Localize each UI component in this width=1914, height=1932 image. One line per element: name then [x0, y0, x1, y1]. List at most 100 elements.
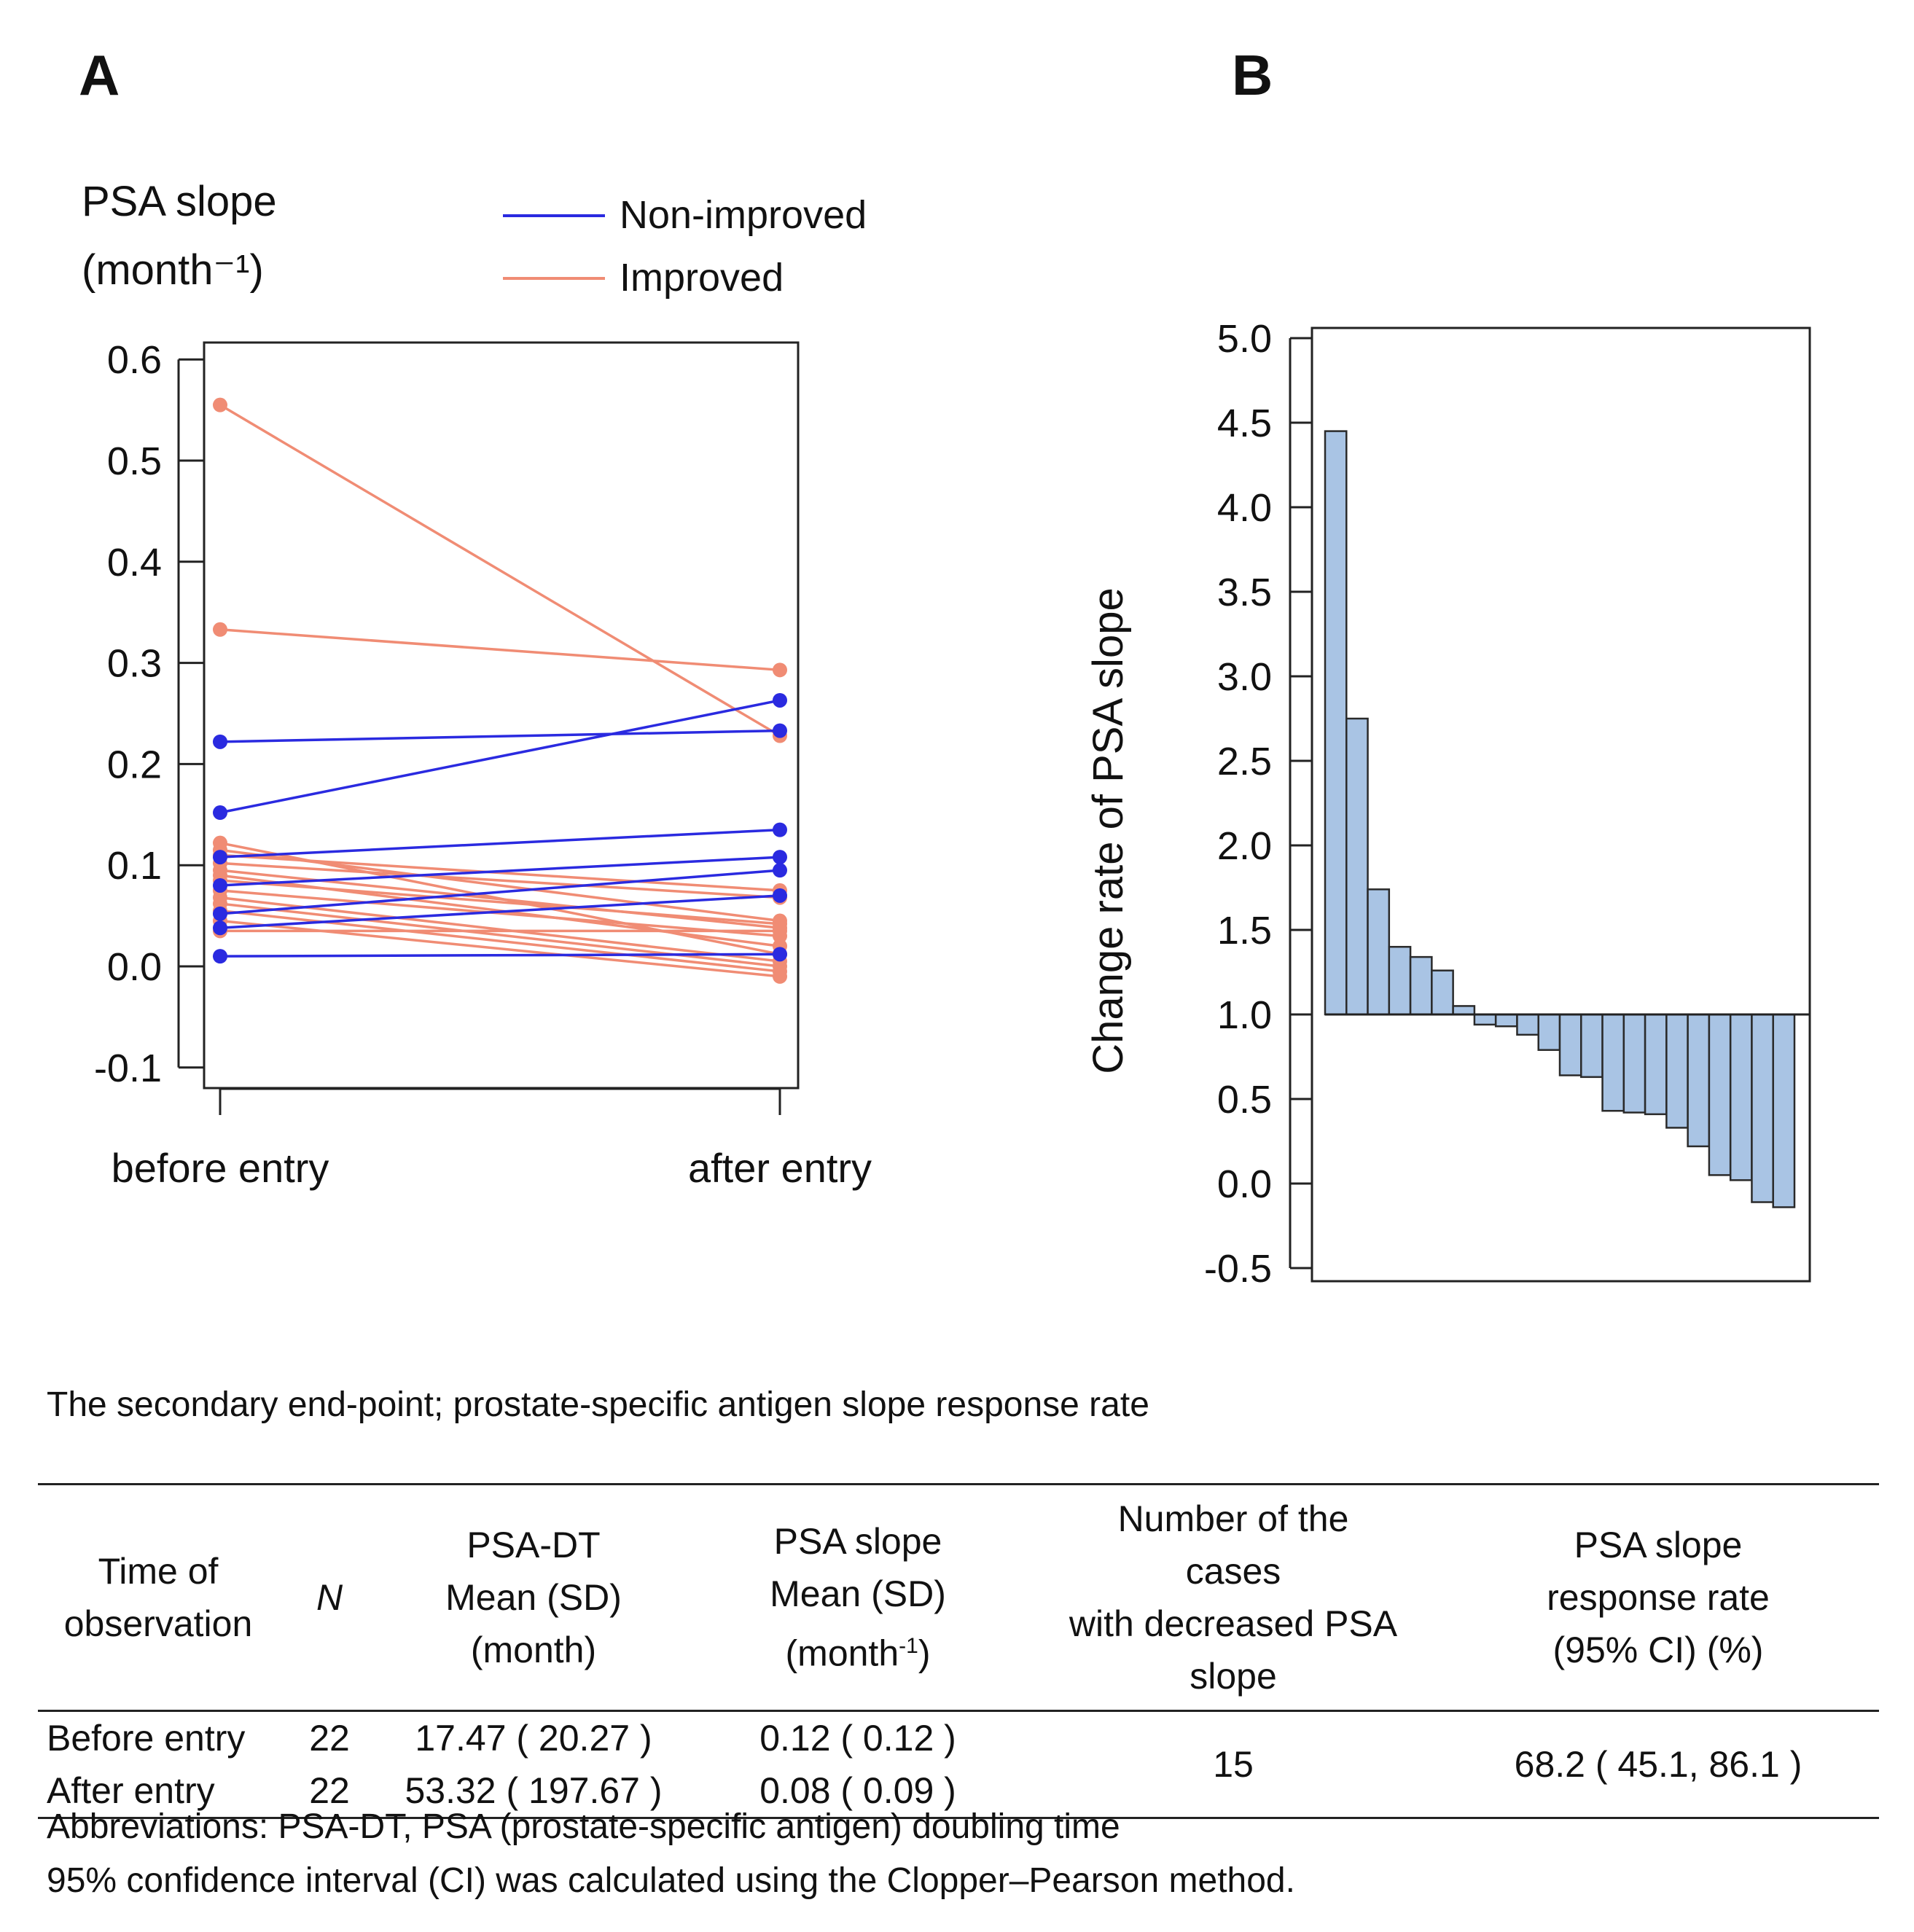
series-non-improved [213, 947, 787, 964]
bar [1622, 1013, 1647, 1114]
decreased-cases-value: 15 [1213, 1744, 1254, 1785]
panel-a-label: A [79, 43, 120, 107]
y-tick-label: 0.5 [1217, 1078, 1272, 1122]
data-point [773, 923, 787, 939]
response-rate-value: 68.2 ( 45.1, 86.1 ) [1514, 1744, 1802, 1785]
footnotes: Abbreviations: PSA-DT, PSA (prostate-spe… [47, 1800, 1295, 1908]
series-non-improved [213, 863, 787, 921]
y-tick-label: -0.1 [94, 1047, 162, 1090]
y-tick-label: 2.0 [1217, 824, 1272, 868]
data-point [213, 397, 227, 412]
legend-label-1: Improved [620, 256, 784, 300]
data-point [213, 850, 227, 865]
series-line [219, 729, 781, 743]
header-time: Time of observation [63, 1551, 253, 1644]
y-tick-label: 0.2 [107, 743, 162, 786]
y-tick-label: 0.3 [107, 642, 162, 686]
series-line [219, 404, 781, 738]
data-point [773, 863, 787, 878]
x-tick-label: before entry [112, 1145, 329, 1191]
table-row: Before entry 22 17.47 ( 20.27 ) 0.12 ( 0… [38, 1711, 1879, 1785]
y-tick-label: 1.5 [1217, 909, 1272, 953]
y-tick-label: -0.5 [1204, 1247, 1272, 1291]
series-non-improved [213, 723, 787, 749]
chart-b: Change rate of PSA slope 5.0 4.5 4.0 3.5 3.0 2… [1085, 317, 1811, 1291]
bar [1431, 969, 1454, 1016]
y-tick-label: 5.0 [1217, 317, 1272, 361]
y-tick-label: 4.0 [1217, 486, 1272, 530]
y-tick-label: 0.0 [107, 945, 162, 989]
row-psa-dt: 17.47 ( 20.27 ) [415, 1718, 652, 1759]
bar [1516, 1013, 1539, 1036]
data-point [773, 947, 787, 962]
chart-a: PSA slope (month⁻¹) Non-improved Improved 0.… [82, 178, 872, 1191]
y-tick-label: 0.4 [107, 541, 162, 584]
table-row: After entry 22 53.32 ( 197.67 ) 0.08 ( 0… [38, 1764, 1879, 1818]
table-title: The secondary end-point; prostate-specif… [47, 1385, 1149, 1424]
x-tick-label: after entry [688, 1145, 872, 1191]
row-time: After entry [47, 1770, 215, 1811]
y-axis-label: Change rate of PSA slope [1085, 587, 1132, 1073]
data-point [213, 622, 227, 637]
data-point [773, 969, 787, 984]
y-tick-label: 0.0 [1217, 1162, 1272, 1206]
series-line [219, 699, 781, 814]
bar [1537, 1013, 1561, 1051]
series-line [219, 879, 781, 926]
bar [1687, 1013, 1711, 1148]
bar [1388, 945, 1412, 1016]
ci-method-note: 95% confidence interval (CI) was calcula… [47, 1861, 1295, 1900]
series-line [219, 869, 781, 915]
series-line [219, 889, 781, 938]
data-point [773, 723, 787, 738]
header-response-rate: PSA slope response rate (95% CI) (%) [1547, 1525, 1770, 1670]
y-axis-label-line1: PSA slope [82, 178, 277, 225]
data-point [773, 822, 787, 837]
bar [1452, 1005, 1476, 1016]
series-line [219, 853, 781, 892]
data-point [213, 877, 227, 893]
bar [1708, 1013, 1732, 1176]
data-point [213, 949, 227, 964]
series-line [219, 828, 781, 859]
y-tick-label: 0.1 [107, 844, 162, 888]
y-tick-label: 1.0 [1217, 993, 1272, 1037]
header-decreased-cases: Number of the cases with decreased PSA slop… [1069, 1498, 1398, 1697]
y-axis-label-line2: (month⁻¹) [82, 246, 264, 294]
bar [1367, 888, 1391, 1016]
bar [1494, 1013, 1518, 1028]
series-line [219, 856, 781, 887]
series-line [219, 628, 781, 672]
bar [1409, 955, 1433, 1016]
table-header-row: Time of observation N PSA-DT Mean (SD) (mon… [38, 1485, 1879, 1711]
bar [1665, 1013, 1689, 1129]
bar [1558, 1013, 1582, 1076]
series-line [219, 902, 781, 968]
row-time: Before entry [47, 1718, 246, 1759]
y-tick-label: 0.6 [107, 338, 162, 382]
abbreviations-note: Abbreviations: PSA-DT, PSA (prostate-spe… [47, 1807, 1120, 1846]
series-improved [213, 622, 787, 678]
y-tick-label: 4.5 [1217, 402, 1272, 445]
series-non-improved [213, 692, 787, 821]
bar [1345, 717, 1369, 1016]
panel-b-label: B [1232, 43, 1273, 107]
series-line [219, 909, 781, 973]
header-n: N [316, 1577, 343, 1618]
header-psa-slope: PSA slope Mean (SD) (month-1) [770, 1521, 946, 1674]
row-psa-slope: 0.12 ( 0.12 ) [759, 1718, 956, 1759]
bar [1751, 1013, 1774, 1203]
results-table: Time of observation N PSA-DT Mean (SD) (mon… [38, 1483, 1879, 1819]
bar [1473, 1013, 1497, 1026]
series-non-improved [213, 822, 787, 865]
y-tick-label: 3.0 [1217, 655, 1272, 699]
bar [1601, 1013, 1625, 1112]
series-non-improved [213, 888, 787, 936]
series-non-improved [213, 850, 787, 893]
series-line [219, 894, 781, 930]
header-psa-dt: PSA-DT Mean (SD) (month) [445, 1525, 622, 1670]
legend-label-0: Non-improved [620, 193, 867, 237]
y-tick-label: 2.5 [1217, 740, 1272, 783]
bar [1580, 1013, 1604, 1079]
y-tick-label: 0.5 [107, 439, 162, 483]
